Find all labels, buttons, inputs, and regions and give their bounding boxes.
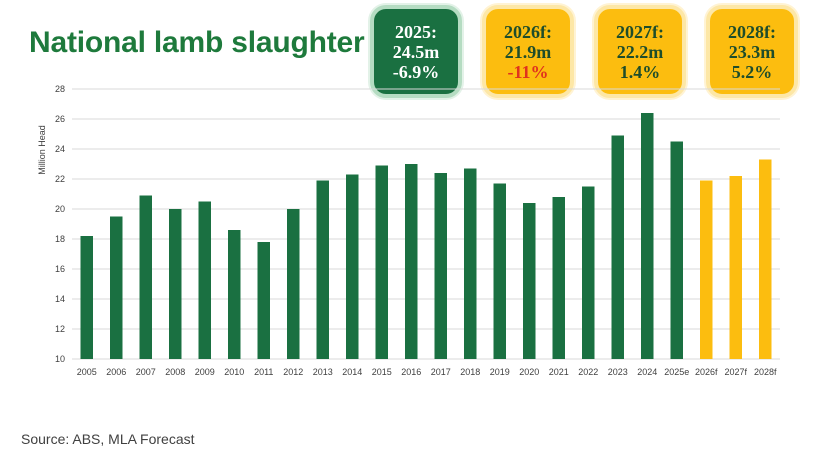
card-change: 5.2% bbox=[731, 61, 773, 82]
x-tick-label: 2016 bbox=[401, 367, 421, 377]
bar-2028f bbox=[759, 159, 772, 359]
x-tick-label: 2007 bbox=[136, 367, 156, 377]
x-tick-label: 2027f bbox=[724, 367, 747, 377]
chart-title: National lamb slaughter bbox=[29, 26, 365, 59]
y-axis-label: Million Head bbox=[37, 125, 47, 175]
x-tick-label: 2006 bbox=[106, 367, 126, 377]
bar-2014 bbox=[346, 174, 359, 359]
x-tick-label: 2018 bbox=[460, 367, 480, 377]
bar-2023 bbox=[611, 135, 624, 359]
summary-card-2028f: 2028f: 23.3m 5.2% bbox=[706, 5, 798, 98]
card-value: 21.9m bbox=[504, 41, 552, 62]
card-period: 2025: bbox=[395, 21, 437, 42]
bar-2016 bbox=[405, 164, 418, 359]
bar-2012 bbox=[287, 209, 300, 359]
x-tick-label: 2010 bbox=[224, 367, 244, 377]
card-period: 2026f: bbox=[504, 21, 552, 42]
x-tick-label: 2009 bbox=[195, 367, 215, 377]
x-tick-label: 2013 bbox=[313, 367, 333, 377]
card-change: -11% bbox=[507, 61, 549, 82]
card-period: 2028f: bbox=[728, 21, 776, 42]
y-tick-label: 20 bbox=[55, 204, 65, 214]
card-value: 24.5m bbox=[392, 41, 440, 62]
y-tick-label: 12 bbox=[55, 324, 65, 334]
x-tick-label: 2022 bbox=[578, 367, 598, 377]
y-tick-label: 22 bbox=[55, 174, 65, 184]
bar-2020 bbox=[523, 203, 536, 359]
y-tick-label: 16 bbox=[55, 264, 65, 274]
bar-2027f bbox=[729, 176, 742, 359]
x-tick-label: 2012 bbox=[283, 367, 303, 377]
bar-2019 bbox=[493, 183, 506, 359]
y-tick-label: 28 bbox=[55, 84, 65, 94]
x-tick-label: 2014 bbox=[342, 367, 362, 377]
summary-card-2025: 2025: 24.5m -6.9% bbox=[370, 5, 462, 98]
bar-2025e bbox=[670, 141, 683, 359]
x-tick-label: 2020 bbox=[519, 367, 539, 377]
bar-2015 bbox=[375, 165, 388, 359]
bar-2008 bbox=[169, 209, 182, 359]
bar-2018 bbox=[464, 168, 477, 359]
x-tick-label: 2008 bbox=[165, 367, 185, 377]
y-axis-ticks: 10 12 14 16 18 20 22 24 26 28 bbox=[55, 84, 65, 364]
bar-2026f bbox=[700, 180, 713, 359]
card-period: 2027f: bbox=[616, 21, 664, 42]
x-tick-label: 2028f bbox=[754, 367, 777, 377]
bar-2011 bbox=[257, 242, 270, 359]
summary-card-2026f: 2026f: 21.9m -11% bbox=[482, 5, 574, 98]
x-tick-label: 2026f bbox=[695, 367, 718, 377]
summary-card-2027f: 2027f: 22.2m 1.4% bbox=[594, 5, 686, 98]
y-tick-label: 24 bbox=[55, 144, 65, 154]
card-value: 22.2m bbox=[616, 41, 664, 62]
y-tick-label: 18 bbox=[55, 234, 65, 244]
bar-2024 bbox=[641, 113, 654, 359]
x-tick-label: 2023 bbox=[608, 367, 628, 377]
source-note: Source: ABS, MLA Forecast bbox=[21, 431, 195, 447]
y-tick-label: 14 bbox=[55, 294, 65, 304]
x-tick-label: 2011 bbox=[254, 367, 273, 377]
bar-2017 bbox=[434, 173, 447, 359]
x-axis-ticks: 2005 2006 2007 2008 2009 2010 2011 2012 2013 2014… bbox=[77, 367, 777, 377]
bar-2010 bbox=[228, 230, 241, 359]
x-tick-label: 2024 bbox=[637, 367, 657, 377]
x-tick-label: 2025e bbox=[664, 367, 689, 377]
x-tick-label: 2017 bbox=[431, 367, 451, 377]
gridlines bbox=[72, 88, 780, 360]
x-tick-label: 2005 bbox=[77, 367, 97, 377]
bar-2005 bbox=[80, 236, 93, 359]
bar-2021 bbox=[552, 197, 565, 359]
bar-2009 bbox=[198, 201, 211, 359]
y-tick-label: 26 bbox=[55, 114, 65, 124]
card-value: 23.3m bbox=[728, 41, 776, 62]
bar-2022 bbox=[582, 186, 595, 359]
bar-2007 bbox=[139, 195, 152, 359]
bar-2013 bbox=[316, 180, 329, 359]
x-tick-label: 2021 bbox=[549, 367, 569, 377]
y-tick-label: 10 bbox=[55, 354, 65, 364]
x-tick-label: 2019 bbox=[490, 367, 510, 377]
card-change: 1.4% bbox=[619, 61, 661, 82]
bars bbox=[80, 113, 772, 359]
bar-2006 bbox=[110, 216, 123, 359]
card-change: -6.9% bbox=[392, 61, 440, 82]
x-tick-label: 2015 bbox=[372, 367, 392, 377]
summary-cards: 2025: 24.5m -6.9% 2026f: 21.9m -11% 2027… bbox=[0, 0, 815, 110]
